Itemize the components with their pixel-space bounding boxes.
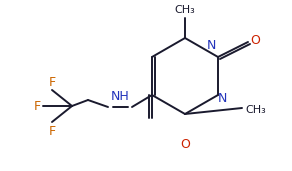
Text: N: N: [218, 93, 227, 106]
Text: NH: NH: [111, 90, 129, 103]
Text: O: O: [180, 138, 190, 151]
Text: CH₃: CH₃: [175, 5, 195, 15]
Text: F: F: [34, 101, 41, 114]
Text: O: O: [250, 34, 260, 47]
Text: CH₃: CH₃: [245, 105, 266, 115]
Text: F: F: [48, 125, 55, 138]
Text: N: N: [207, 39, 216, 52]
Text: F: F: [48, 76, 55, 89]
